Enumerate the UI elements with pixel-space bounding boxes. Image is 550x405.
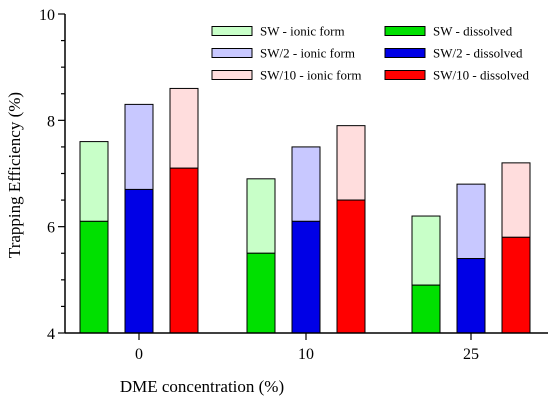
bar-sw-ionic-10	[246, 178, 276, 254]
bar-sw-dissolved-10	[246, 252, 276, 334]
legend-swatch	[211, 70, 253, 80]
bar-sw-ionic-0	[79, 141, 109, 222]
legend-swatch	[384, 26, 426, 36]
bar-sw-10-ionic-10	[336, 125, 366, 201]
bar-sw-2-dissolved-0	[124, 188, 154, 334]
bar-sw-ionic-25	[411, 215, 441, 286]
bar-sw-10-ionic-0	[169, 87, 199, 169]
legend-label: SW - dissolved	[433, 24, 513, 39]
legend-label: SW/10 - ionic form	[260, 68, 361, 83]
x-tick-label: 10	[298, 346, 314, 363]
legend-label: SW - ionic form	[260, 24, 345, 39]
bar-sw-dissolved-25	[411, 284, 441, 334]
y-tick-label: 10	[39, 7, 55, 24]
legend-swatch	[384, 70, 426, 80]
bar-sw-2-ionic-25	[456, 183, 486, 260]
y-tick-label: 8	[47, 113, 55, 130]
legend-swatch	[211, 26, 253, 36]
legend-swatch	[384, 48, 426, 58]
bar-sw-2-ionic-10	[291, 146, 321, 222]
bar-sw-2-dissolved-10	[291, 220, 321, 334]
bar-sw-dissolved-0	[79, 220, 109, 334]
y-axis-title: Trapping Efficiency (%)	[5, 92, 24, 258]
x-tick-label: 0	[135, 346, 143, 363]
x-axis-title: DME concentration (%)	[120, 377, 284, 396]
legend-label: SW/10 - dissolved	[433, 68, 530, 83]
y-tick-label: 4	[47, 326, 55, 343]
legend-label: SW/2 - ionic form	[260, 46, 355, 61]
bar-sw-10-ionic-25	[501, 162, 531, 238]
legend-label: SW/2 - dissolved	[433, 46, 523, 61]
bar-sw-10-dissolved-10	[336, 199, 366, 334]
y-tick-label: 6	[47, 220, 55, 237]
bar-sw-10-dissolved-25	[501, 236, 531, 334]
bar-sw-2-ionic-0	[124, 103, 154, 190]
axes-layer: 4 6 8 10 0 10 25	[39, 7, 548, 363]
bar-sw-10-dissolved-0	[169, 167, 199, 334]
legend-swatch	[211, 48, 253, 58]
bars-layer	[79, 87, 531, 334]
legend: SW - ionic form SW/2 - ionic form SW/10 - …	[211, 24, 530, 83]
x-tick-label: 25	[463, 346, 479, 363]
bar-sw-2-dissolved-25	[456, 258, 486, 334]
